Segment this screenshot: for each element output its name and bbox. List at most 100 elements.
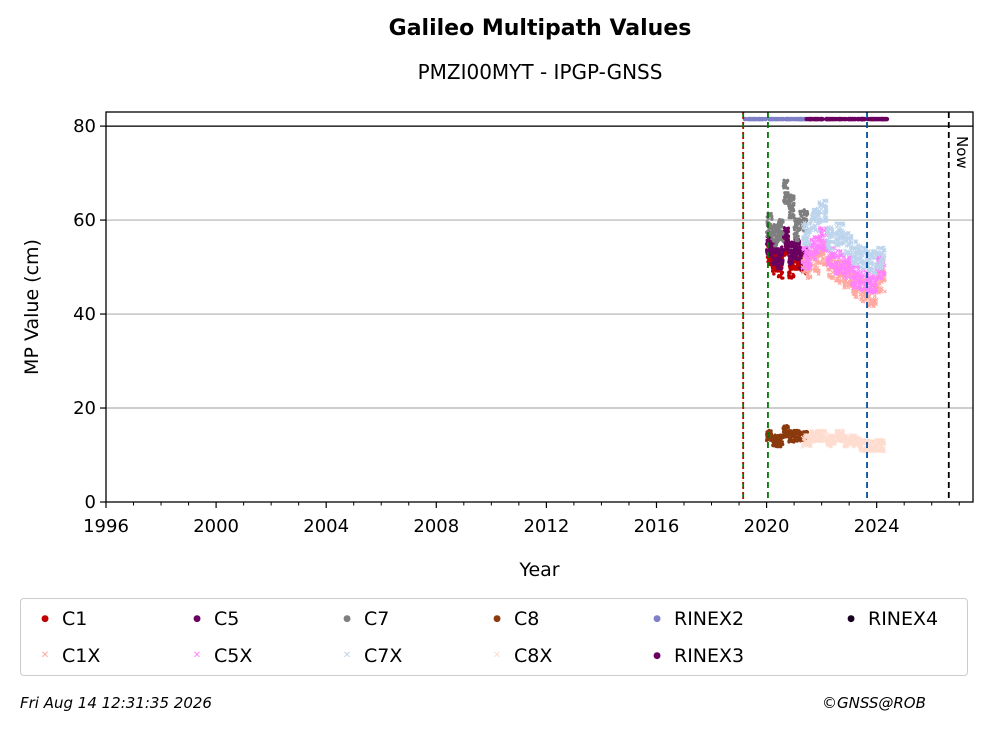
data-point	[788, 275, 792, 279]
data-point	[842, 283, 847, 288]
data-point	[770, 262, 775, 266]
data-point	[770, 214, 774, 219]
data-point	[765, 248, 769, 252]
data-point	[776, 269, 780, 273]
data-point	[792, 201, 796, 205]
data-point	[804, 429, 808, 434]
data-point	[804, 210, 808, 215]
data-point	[801, 218, 805, 222]
data-point	[798, 227, 803, 231]
series-rinex2	[742, 116, 810, 122]
data-point	[822, 262, 827, 267]
data-point	[860, 116, 866, 122]
data-point	[787, 429, 791, 434]
data-point	[743, 116, 748, 122]
data-point	[787, 271, 791, 276]
data-point	[788, 244, 792, 248]
data-point	[782, 178, 786, 182]
dot-marker-icon: ●	[653, 651, 661, 661]
plot-frame	[105, 111, 974, 503]
data-point	[793, 248, 798, 252]
data-point	[787, 241, 791, 245]
legend-item-rinex2: ● RINEX2	[648, 609, 744, 629]
series-rinex3	[804, 116, 890, 122]
now-label: Now	[953, 136, 971, 169]
data-point	[785, 231, 789, 235]
data-point	[794, 260, 798, 264]
dot-marker-icon: ●	[653, 614, 661, 624]
data-point	[790, 209, 795, 213]
data-point	[798, 256, 802, 260]
data-point	[795, 429, 799, 433]
data-point	[858, 292, 863, 297]
data-point	[787, 195, 791, 199]
data-point	[781, 232, 785, 236]
data-point	[853, 289, 858, 294]
data-point	[794, 217, 798, 221]
data-point	[764, 438, 769, 443]
data-point	[783, 228, 787, 233]
data-point	[772, 435, 776, 440]
legend-item-c5x: ✕ C5X	[188, 646, 253, 666]
legend-label: C1	[62, 608, 88, 630]
x-tick-label: 2000	[193, 516, 239, 537]
series-c7	[765, 178, 810, 248]
data-point	[800, 209, 804, 213]
data-point	[830, 116, 835, 122]
data-point	[834, 224, 839, 229]
data-point	[776, 433, 780, 438]
legend-item-rinex4: ● RINEX4	[842, 609, 938, 629]
data-point	[798, 430, 803, 434]
data-point	[867, 302, 872, 306]
data-point	[792, 213, 796, 217]
data-point	[773, 433, 777, 437]
legend-item-c7: ● C7	[338, 609, 389, 629]
data-point	[789, 216, 794, 220]
data-point	[793, 232, 797, 236]
data-point	[788, 248, 793, 252]
data-point	[792, 196, 796, 200]
footer-credit: ©GNSS@ROB	[822, 694, 926, 712]
data-point	[794, 116, 799, 122]
data-point	[790, 261, 794, 265]
data-point	[776, 236, 781, 240]
data-point	[783, 201, 787, 205]
data-point	[825, 116, 830, 122]
data-point	[777, 220, 781, 224]
dot-marker-icon: ●	[847, 614, 855, 624]
data-point	[784, 243, 788, 247]
data-point	[787, 199, 792, 203]
data-point	[790, 194, 794, 198]
data-point	[833, 278, 838, 283]
y-axis-label: MP Value (cm)	[21, 239, 43, 375]
data-point	[815, 116, 820, 122]
data-point	[770, 217, 774, 221]
data-point	[837, 275, 842, 280]
data-point	[771, 232, 775, 236]
data-point	[798, 245, 802, 249]
legend-label: C8	[514, 608, 540, 630]
data-point	[778, 223, 782, 228]
legend-item-c8x: ✕ C8X	[488, 646, 553, 666]
data-point	[771, 256, 775, 260]
data-point	[821, 256, 826, 261]
dot-marker-icon: ●	[343, 614, 351, 624]
x-marker-icon: ✕	[342, 650, 352, 661]
y-tick-label: 0	[85, 492, 96, 513]
data-point	[779, 437, 783, 441]
data-point	[783, 191, 787, 195]
data-point	[777, 255, 781, 260]
data-point	[780, 440, 784, 444]
data-point	[787, 438, 791, 443]
legend-item-c1: ● C1	[36, 609, 87, 629]
data-point	[792, 435, 797, 440]
data-point	[776, 436, 780, 441]
data-point	[798, 249, 802, 253]
data-point	[795, 226, 799, 230]
data-point	[783, 426, 788, 430]
x-tick-label: 2020	[744, 516, 790, 537]
data-point	[848, 116, 853, 122]
data-point	[776, 266, 780, 270]
legend-item-c7x: ✕ C7X	[338, 646, 403, 666]
data-point	[763, 116, 768, 122]
